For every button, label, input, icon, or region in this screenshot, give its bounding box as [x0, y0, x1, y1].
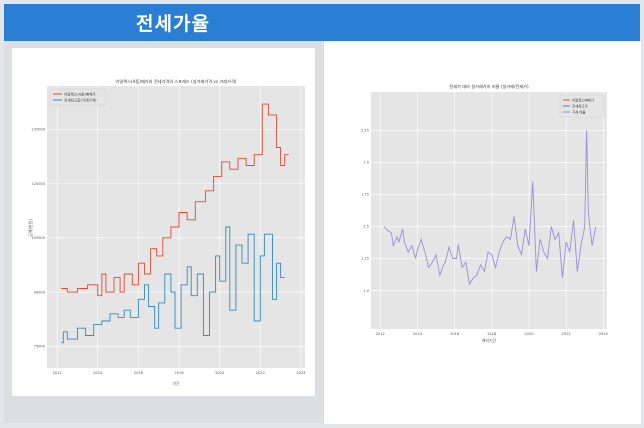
plot-area	[371, 92, 607, 329]
y-axis-label: 금액(만원)	[27, 219, 33, 237]
y-tick-label: 135000	[31, 128, 45, 132]
header-bar: 전세가율	[4, 4, 640, 41]
legend-label-0: 아일렉스(A동)매매가	[64, 92, 96, 97]
x-tick-label: 2012	[53, 371, 62, 375]
series-line-0	[61, 103, 289, 297]
y-tick-label: 1.25	[361, 257, 369, 261]
series-line-0	[383, 130, 597, 286]
y-tick-label: 105000	[31, 236, 45, 240]
x-tick-label: 2024	[296, 371, 306, 375]
x-axis-label: 기간	[172, 380, 180, 386]
x-tick-label: 2014	[413, 332, 423, 336]
chart-card-spread: 2012 2014 2016 2018 2020 2022 2024 75000 90000 10…	[12, 48, 315, 396]
x-tick-label: 2020	[524, 332, 534, 336]
x-tick-label: 2022	[256, 371, 265, 375]
y-tick-label: 120000	[31, 182, 45, 186]
series-line-1	[61, 226, 285, 344]
y-tick-label: 2.25	[361, 129, 369, 133]
x-tick-label: 2024	[599, 332, 609, 336]
y-tick-label: 1.5	[363, 225, 369, 229]
x-tick-label: 2014	[93, 371, 103, 375]
y-tick-label: 2.0	[363, 161, 369, 165]
chart-title: 아일렉스(A동)매가와 전세가격의 스프레드 (실거래가격 vs 거래가격)	[116, 78, 237, 85]
legend: 아일렉스(A동)매매가 전세최고값(거래가격)	[49, 88, 107, 106]
legend-label-1: 전세최고값(거래가격)	[64, 98, 97, 103]
legend-label-2: 가격 비율	[572, 110, 586, 115]
x-tick-label: 2012	[376, 332, 385, 336]
chart-title: 전세가 대비 실거래가의 비율 (실거래/전세가)	[449, 83, 529, 90]
x-tick-label: 2020	[215, 371, 225, 375]
legend: 아일렉스매매가 전세최고가 가격 비율	[559, 94, 605, 118]
ratio-chart: 2012 2014 2016 2018 2020 2022 2024 1.0 1.25 1.5 1.…	[361, 83, 609, 343]
chart-card-ratio: 2012 2014 2016 2018 2020 2022 2024 1.0 1.25 1.5 1.…	[323, 41, 641, 424]
x-tick-label: 2016	[450, 332, 460, 336]
y-tick-label: 1.75	[361, 193, 369, 197]
page-title: 전세가율	[136, 13, 210, 35]
x-tick-label: 2022	[562, 332, 571, 336]
x-tick-label: 2018	[174, 371, 184, 375]
x-tick-label: 2018	[487, 332, 497, 336]
y-tick-label: 90000	[34, 290, 46, 294]
x-tick-label: 2016	[134, 371, 144, 375]
y-tick-label: 75000	[34, 345, 46, 349]
spread-chart: 2012 2014 2016 2018 2020 2022 2024 75000 90000 10…	[27, 78, 306, 386]
legend-label-0: 아일렉스매매가	[572, 98, 594, 103]
legend-label-1: 전세최고가	[572, 104, 588, 109]
x-axis-label: 계약기간	[482, 337, 497, 343]
y-tick-label: 1.0	[363, 289, 369, 293]
